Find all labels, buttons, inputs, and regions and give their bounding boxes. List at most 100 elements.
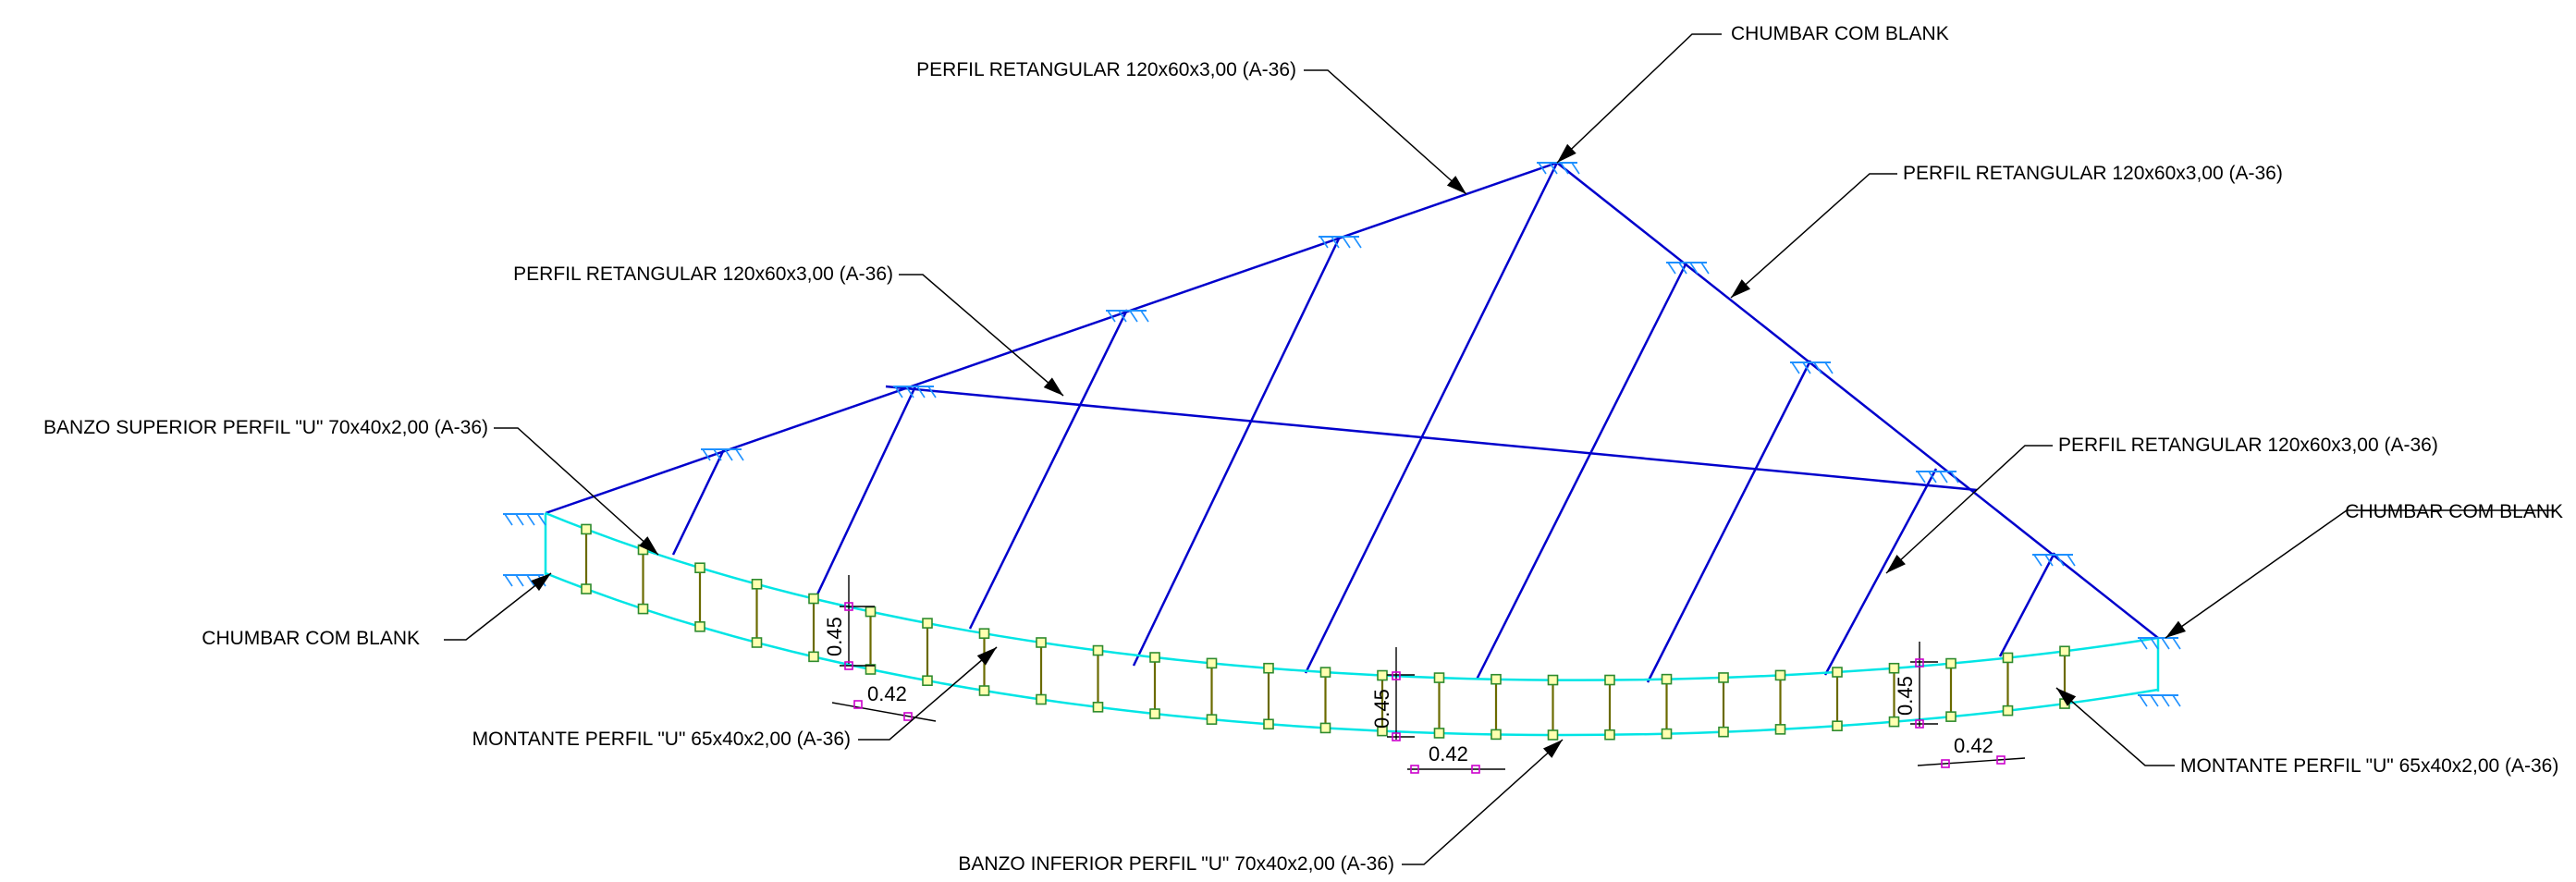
node-marker	[922, 618, 933, 629]
node-marker	[865, 664, 877, 675]
node-marker	[1888, 716, 1900, 728]
node-marker	[1036, 693, 1047, 705]
node-markers	[581, 523, 2070, 741]
node-marker	[1490, 673, 1502, 685]
label-banzo-superior: BANZO SUPERIOR PERFIL "U" 70x40x2,00 (A-…	[43, 417, 488, 438]
dimension-node	[1392, 671, 1401, 680]
node-marker	[2002, 652, 2014, 664]
support-hatch-10	[1915, 471, 1959, 484]
dimension-node	[903, 712, 913, 721]
node-marker	[2002, 704, 2014, 717]
rafter-7	[1646, 360, 1812, 683]
arrowhead	[1557, 143, 1576, 163]
dimension-node	[844, 602, 853, 611]
node-marker	[1206, 657, 1218, 669]
arrowhead	[1542, 740, 1563, 758]
arrowhead	[1731, 279, 1751, 298]
node-marker	[1092, 644, 1104, 656]
node-marker	[978, 685, 990, 696]
node-marker	[978, 628, 990, 639]
dim-height-center: 0.45	[1370, 689, 1393, 729]
dimension-node	[1915, 719, 1924, 729]
leader-perfil-mid-left	[899, 274, 1064, 397]
rafter-3	[968, 309, 1129, 630]
node-marker	[1547, 674, 1559, 686]
node-marker	[751, 579, 763, 590]
arrowhead	[2165, 620, 2187, 638]
arrowhead	[1043, 377, 1063, 396]
leader-montante-left	[858, 646, 998, 741]
leader-montante-right	[2055, 687, 2175, 766]
label-perfil-top-left: PERFIL RETANGULAR 120x60x3,00 (A-36)	[916, 59, 1296, 80]
node-marker	[694, 621, 705, 632]
rafter-5	[1304, 162, 1559, 674]
label-perfil-mid-left: PERFIL RETANGULAR 120x60x3,00 (A-36)	[513, 263, 893, 285]
node-marker	[1433, 728, 1445, 739]
node-marker	[1319, 722, 1331, 734]
rafter-6	[1475, 262, 1688, 680]
leader-perfil-mid-right	[1885, 445, 2053, 574]
node-marker	[2059, 645, 2070, 657]
node-marker	[1774, 724, 1786, 735]
leader-perfil-top-left	[1304, 69, 1467, 195]
leader-lines	[444, 33, 2556, 865]
node-marker	[1263, 718, 1274, 730]
node-marker	[808, 593, 819, 605]
node-marker	[865, 606, 877, 618]
arrowhead	[531, 573, 551, 592]
arrowhead	[1446, 176, 1466, 194]
node-marker	[1945, 657, 1957, 669]
node-marker	[1718, 672, 1729, 683]
leader-banzo-superior	[494, 427, 659, 556]
support-hatches	[502, 162, 2181, 707]
node-marker	[1263, 662, 1274, 674]
support-hatch-8	[1665, 262, 1710, 275]
label-chumbar-top: CHUMBAR COM BLANK	[1731, 23, 1949, 44]
banzo-superior-curve	[545, 511, 2159, 681]
node-marker	[1149, 652, 1160, 663]
dimension-node	[1471, 765, 1480, 774]
node-marker	[694, 562, 705, 574]
frame-members	[544, 161, 2160, 692]
leader-banzo-inferior	[1402, 739, 1564, 865]
node-marker	[922, 675, 933, 687]
node-marker	[1832, 667, 1843, 678]
node-marker	[1206, 714, 1218, 725]
node-marker	[1832, 720, 1843, 731]
node-marker	[1092, 702, 1104, 713]
label-perfil-top-right: PERFIL RETANGULAR 120x60x3,00 (A-36)	[1903, 163, 2283, 184]
node-marker	[637, 603, 649, 615]
leader-chumbar-right	[2165, 509, 2556, 639]
node-marker	[1888, 662, 1900, 674]
rafter-8	[1823, 468, 1938, 676]
dimension-node	[1410, 765, 1419, 774]
node-marker	[1547, 729, 1559, 741]
dim-line-width-right	[1917, 757, 2026, 766]
label-banzo-inferior: BANZO INFERIOR PERFIL "U" 70x40x2,00 (A-…	[958, 853, 1394, 875]
node-marker	[1149, 708, 1160, 719]
label-chumbar-left: CHUMBAR COM BLANK	[202, 628, 420, 649]
arrowhead	[1886, 554, 1906, 573]
label-chumbar-right: CHUMBAR COM BLANK	[2345, 501, 2563, 522]
dim-height-left: 0.45	[823, 617, 846, 656]
cross-member	[885, 385, 1978, 492]
leader-perfil-top-right	[1730, 173, 1897, 299]
arrowhead	[638, 536, 658, 555]
dimension-node	[1941, 759, 1950, 768]
rafter-2	[816, 386, 917, 595]
arrowhead	[976, 647, 997, 666]
node-marker	[1661, 673, 1673, 685]
leader-chumbar-top	[1556, 33, 1722, 164]
label-montante-right: MONTANTE PERFIL "U" 65x40x2,00 (A-36)	[2180, 755, 2558, 777]
node-marker	[1377, 669, 1388, 681]
node-marker	[1718, 726, 1729, 738]
support-hatch-1	[502, 513, 546, 526]
node-marker	[1319, 667, 1331, 678]
montante-verticals	[584, 529, 2067, 735]
dimension-node	[1915, 658, 1924, 668]
rafter-1	[671, 448, 726, 556]
node-marker	[808, 651, 819, 663]
dimension-node	[853, 700, 863, 709]
support-hatch-13	[2137, 694, 2181, 707]
